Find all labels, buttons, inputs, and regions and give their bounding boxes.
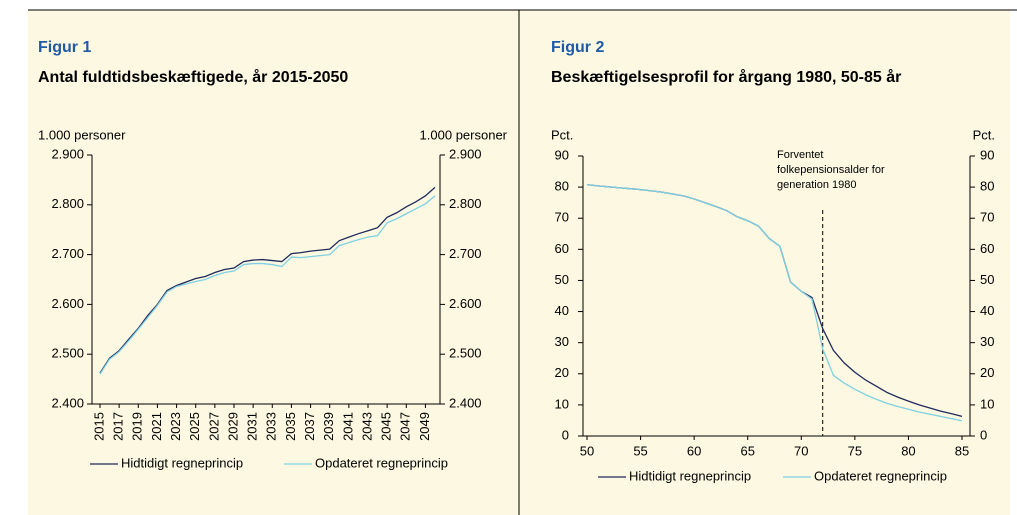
y-tick-label: 70 [555, 210, 569, 225]
x-tick-label: 2021 [149, 412, 164, 441]
y-tick-label: 2.700 [51, 246, 84, 261]
x-tick-label: 2033 [264, 412, 279, 441]
legend-label: Opdateret regneprincip [814, 468, 947, 483]
y-tick-label: 2.900 [51, 146, 84, 161]
x-tick-label: 2027 [206, 412, 221, 441]
y-tick-label: 30 [555, 334, 569, 349]
y-tick-label: 60 [555, 241, 569, 256]
x-tick-label: 2037 [302, 412, 317, 441]
x-tick-label: 2017 [111, 412, 126, 441]
x-tick-label: 2023 [168, 412, 183, 441]
y2-tick-label: 80 [980, 179, 994, 194]
annotation: generation 1980 [777, 179, 857, 191]
y2-tick-label: 2.700 [449, 246, 482, 261]
series-line [99, 195, 436, 375]
x-tick-label: 70 [794, 443, 808, 458]
y2-tick-label: 2.800 [449, 196, 482, 211]
y-tick-label: 50 [555, 272, 569, 287]
series-line [99, 186, 436, 374]
y-tick-label: 2.600 [51, 296, 84, 311]
y2-tick-label: 70 [980, 210, 994, 225]
y2-tick-label: 10 [980, 396, 994, 411]
x-tick-label: 2041 [340, 412, 355, 441]
y2-tick-label: 2.400 [449, 395, 482, 410]
series-line [586, 183, 963, 422]
annotation: Forventet [777, 149, 823, 161]
y-tick-label: 40 [555, 303, 569, 318]
x-tick-label: 2029 [225, 412, 240, 441]
y2-tick-label: 30 [980, 334, 994, 349]
y2-tick-label: 2.500 [449, 346, 482, 361]
x-tick-label: 80 [901, 443, 915, 458]
legend-label: Opdateret regneprincip [315, 455, 448, 470]
y-tick-label: 2.400 [51, 395, 84, 410]
x-tick-label: 2019 [130, 412, 145, 441]
y-axis-label: Pct. [551, 127, 573, 142]
y2-axis-label: Pct. [973, 127, 995, 142]
y2-axis-label: 1.000 personer [420, 127, 508, 142]
x-tick-label: 50 [580, 443, 594, 458]
figure-number: Figur 2 [551, 39, 604, 56]
y-axis-label: 1.000 personer [38, 127, 126, 142]
chart-title: Beskæftigelsesprofil for årgang 1980, 50… [551, 68, 901, 86]
x-tick-label: 2043 [359, 412, 374, 441]
x-tick-label: 2025 [187, 412, 202, 441]
x-tick-label: 2035 [283, 412, 298, 441]
y-tick-label: 20 [555, 365, 569, 380]
x-tick-label: 2039 [321, 412, 336, 441]
y2-tick-label: 50 [980, 272, 994, 287]
x-tick-label: 60 [687, 443, 701, 458]
x-tick-label: 2049 [417, 412, 432, 441]
legend-label: Hidtidigt regneprincip [121, 455, 243, 470]
x-tick-label: 2045 [379, 412, 394, 441]
chart-title: Antal fuldtidsbeskæftigede, år 2015-2050 [38, 68, 348, 86]
legend-label: Hidtidigt regneprincip [629, 468, 751, 483]
y2-tick-label: 0 [980, 427, 987, 442]
figure-number: Figur 1 [38, 39, 91, 56]
y-tick-label: 0 [562, 427, 569, 442]
x-tick-label: 2047 [398, 412, 413, 441]
x-tick-label: 85 [955, 443, 969, 458]
x-tick-label: 75 [848, 443, 862, 458]
y-tick-label: 90 [555, 147, 569, 162]
y2-tick-label: 2.900 [449, 146, 482, 161]
y2-tick-label: 20 [980, 365, 994, 380]
y2-tick-label: 60 [980, 241, 994, 256]
x-tick-label: 65 [740, 443, 754, 458]
y2-tick-label: 90 [980, 147, 994, 162]
x-tick-label: 2031 [245, 412, 260, 441]
x-tick-label: 2015 [91, 412, 106, 441]
y-tick-label: 2.500 [51, 346, 84, 361]
annotation: folkepensionsalder for [777, 164, 885, 176]
y-tick-label: 80 [555, 179, 569, 194]
y-tick-label: 2.800 [51, 196, 84, 211]
y2-tick-label: 40 [980, 303, 994, 318]
x-tick-label: 55 [633, 443, 647, 458]
y-tick-label: 10 [555, 396, 569, 411]
y2-tick-label: 2.600 [449, 296, 482, 311]
